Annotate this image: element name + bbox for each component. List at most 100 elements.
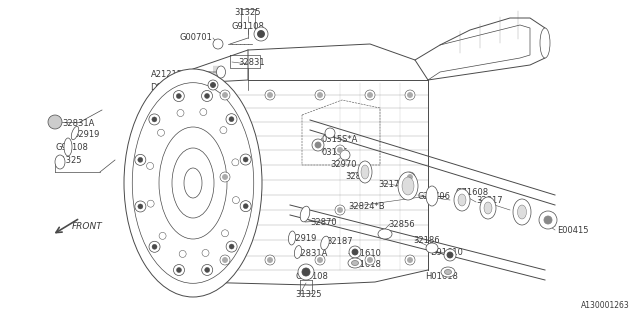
Circle shape bbox=[325, 128, 335, 138]
Circle shape bbox=[138, 204, 143, 209]
Circle shape bbox=[405, 172, 415, 182]
Circle shape bbox=[365, 90, 375, 100]
Ellipse shape bbox=[351, 260, 358, 266]
Circle shape bbox=[176, 93, 181, 99]
Text: D91211: D91211 bbox=[150, 83, 183, 92]
Circle shape bbox=[298, 264, 314, 280]
Text: 32831A: 32831A bbox=[295, 249, 328, 258]
Circle shape bbox=[202, 250, 209, 256]
Circle shape bbox=[335, 205, 345, 215]
Circle shape bbox=[220, 172, 230, 182]
Text: G91108: G91108 bbox=[295, 272, 328, 281]
Ellipse shape bbox=[289, 231, 296, 245]
Circle shape bbox=[213, 39, 223, 49]
Circle shape bbox=[232, 196, 239, 204]
Text: 0315S*A: 0315S*A bbox=[322, 135, 358, 144]
Circle shape bbox=[337, 207, 342, 212]
Circle shape bbox=[302, 268, 310, 276]
Text: 32919: 32919 bbox=[290, 234, 316, 243]
Circle shape bbox=[315, 90, 325, 100]
Ellipse shape bbox=[132, 83, 253, 283]
Circle shape bbox=[220, 255, 230, 265]
Circle shape bbox=[315, 142, 321, 148]
Ellipse shape bbox=[216, 66, 225, 78]
Text: 32856: 32856 bbox=[388, 220, 415, 229]
Text: 32186: 32186 bbox=[413, 236, 440, 245]
Text: A130001263: A130001263 bbox=[581, 301, 630, 310]
Circle shape bbox=[147, 163, 154, 169]
Text: 32831: 32831 bbox=[238, 58, 264, 67]
Text: 32896: 32896 bbox=[345, 172, 372, 181]
Circle shape bbox=[349, 246, 361, 258]
Circle shape bbox=[152, 117, 157, 122]
Circle shape bbox=[447, 252, 453, 258]
Text: 32970: 32970 bbox=[330, 160, 356, 169]
Text: G21706: G21706 bbox=[418, 192, 451, 201]
Circle shape bbox=[177, 268, 182, 273]
Ellipse shape bbox=[402, 177, 414, 195]
Circle shape bbox=[268, 258, 273, 262]
Ellipse shape bbox=[480, 197, 496, 219]
Ellipse shape bbox=[398, 172, 418, 200]
Circle shape bbox=[408, 92, 413, 98]
Text: A21215: A21215 bbox=[151, 70, 183, 79]
Circle shape bbox=[405, 90, 415, 100]
Circle shape bbox=[202, 91, 212, 101]
Circle shape bbox=[229, 244, 234, 249]
Ellipse shape bbox=[172, 148, 214, 218]
Circle shape bbox=[337, 148, 342, 153]
Ellipse shape bbox=[55, 155, 65, 169]
Ellipse shape bbox=[378, 229, 392, 239]
Ellipse shape bbox=[159, 127, 227, 239]
Circle shape bbox=[539, 211, 557, 229]
Circle shape bbox=[200, 108, 207, 116]
Circle shape bbox=[254, 27, 268, 41]
Text: D91610: D91610 bbox=[348, 249, 381, 258]
Circle shape bbox=[173, 265, 184, 276]
Circle shape bbox=[408, 174, 413, 180]
Text: FRONT: FRONT bbox=[72, 222, 103, 231]
Ellipse shape bbox=[445, 269, 451, 275]
Circle shape bbox=[149, 114, 160, 125]
Text: 31325: 31325 bbox=[295, 290, 321, 299]
Circle shape bbox=[179, 251, 186, 257]
Circle shape bbox=[352, 249, 358, 255]
Text: E00415: E00415 bbox=[557, 226, 589, 235]
Ellipse shape bbox=[540, 28, 550, 58]
Circle shape bbox=[408, 258, 413, 262]
Circle shape bbox=[257, 30, 264, 37]
Circle shape bbox=[229, 117, 234, 122]
Circle shape bbox=[149, 241, 160, 252]
Circle shape bbox=[135, 201, 146, 212]
Circle shape bbox=[173, 91, 184, 101]
Circle shape bbox=[220, 90, 230, 100]
Circle shape bbox=[335, 145, 345, 155]
Circle shape bbox=[220, 127, 227, 134]
Ellipse shape bbox=[454, 189, 470, 211]
Text: 32175: 32175 bbox=[378, 180, 404, 189]
Circle shape bbox=[48, 115, 62, 129]
Circle shape bbox=[315, 255, 325, 265]
Circle shape bbox=[177, 109, 184, 116]
Ellipse shape bbox=[300, 206, 310, 222]
Circle shape bbox=[208, 80, 218, 90]
Circle shape bbox=[243, 204, 248, 209]
Text: 32824*B: 32824*B bbox=[348, 202, 385, 211]
Circle shape bbox=[223, 92, 227, 98]
Circle shape bbox=[317, 258, 323, 262]
Circle shape bbox=[265, 255, 275, 265]
Circle shape bbox=[226, 241, 237, 252]
Text: 32817: 32817 bbox=[476, 196, 502, 205]
Text: H01618: H01618 bbox=[425, 272, 458, 281]
Circle shape bbox=[240, 154, 251, 165]
Ellipse shape bbox=[426, 243, 438, 253]
Circle shape bbox=[367, 92, 372, 98]
Circle shape bbox=[317, 92, 323, 98]
Ellipse shape bbox=[124, 69, 262, 297]
Text: 32919: 32919 bbox=[73, 130, 99, 139]
Ellipse shape bbox=[361, 165, 369, 179]
Ellipse shape bbox=[441, 267, 455, 277]
Circle shape bbox=[223, 174, 227, 180]
Circle shape bbox=[221, 230, 228, 237]
Circle shape bbox=[157, 129, 164, 136]
